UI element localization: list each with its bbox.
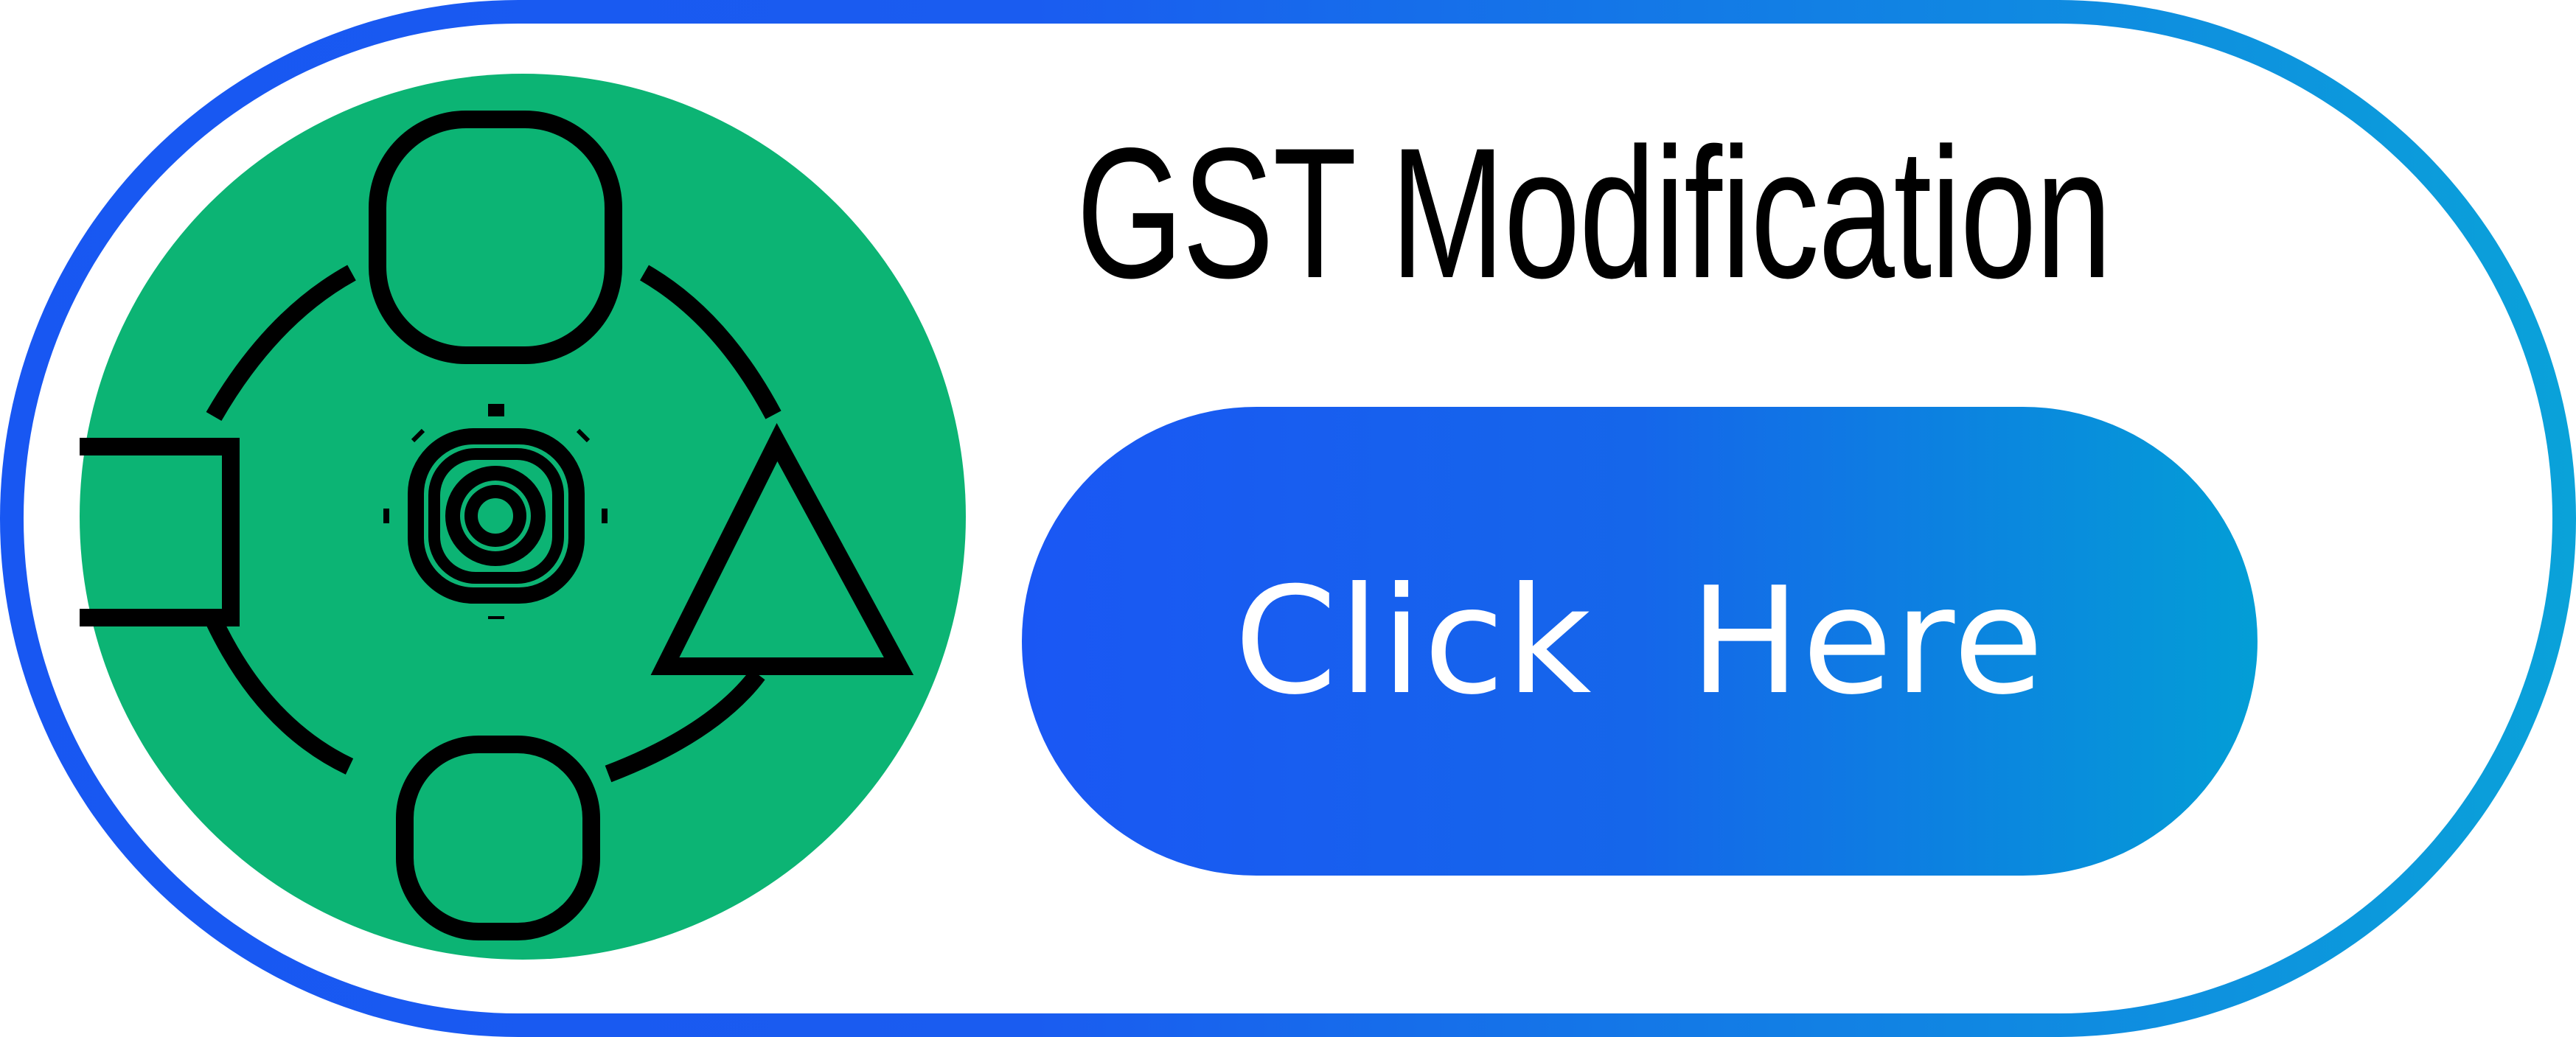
center-gear-body-icon bbox=[408, 428, 585, 604]
arc-top-right bbox=[639, 265, 781, 419]
bottom-rounded-square-icon bbox=[396, 736, 600, 940]
click-here-button[interactable]: Click Here bbox=[1022, 407, 2258, 876]
right-triangle-icon bbox=[650, 423, 914, 675]
page-title: GST Modification bbox=[1076, 110, 2112, 317]
arc-top-left bbox=[206, 265, 356, 422]
workflow-shapes-gear-icon bbox=[80, 111, 914, 940]
gear-tick-top bbox=[488, 404, 504, 416]
arc-bottom-left bbox=[206, 616, 354, 775]
left-square-icon bbox=[80, 438, 240, 626]
click-here-label: Click Here bbox=[1233, 555, 2046, 727]
top-rounded-square-icon bbox=[369, 111, 622, 364]
arc-bottom-right bbox=[605, 668, 765, 783]
